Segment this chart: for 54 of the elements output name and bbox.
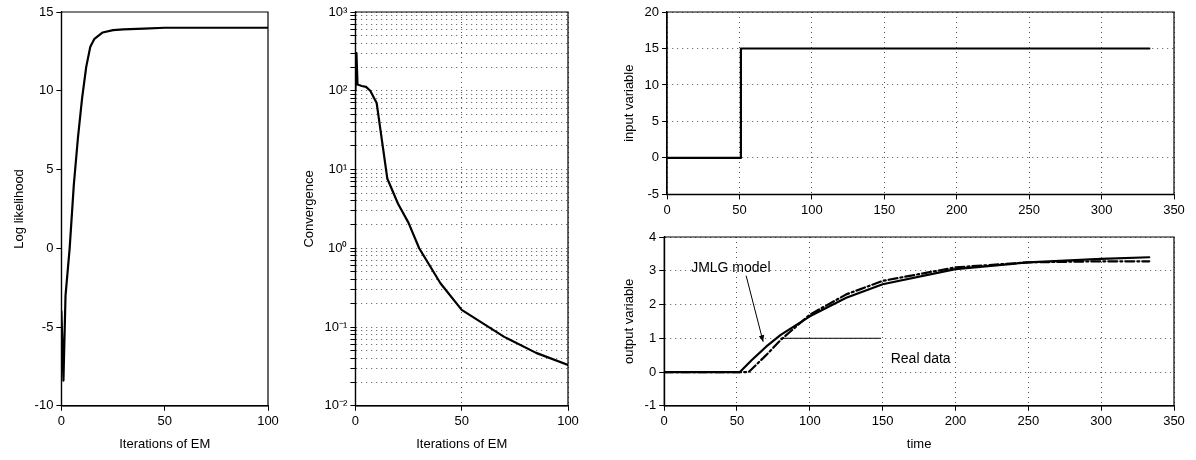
x-tick-label: 250 <box>1017 413 1040 429</box>
x-tick-label: 0 <box>351 413 360 429</box>
x-tick-label: 200 <box>945 201 968 217</box>
x-tick-label: 250 <box>1018 201 1041 217</box>
x-tick-label: 150 <box>873 201 896 217</box>
y-axis-title: Convergence <box>301 170 317 248</box>
annotation: Real data <box>890 350 951 367</box>
x-tick-label: 300 <box>1090 201 1113 217</box>
x-tick-label: 150 <box>871 413 894 429</box>
x-tick-label: 100 <box>557 413 579 429</box>
y-tick-label: 4 <box>648 228 657 244</box>
y-tick-label: 2 <box>648 296 657 312</box>
y-tick-label: 20 <box>644 3 660 19</box>
y-tick-label: 10² <box>328 82 349 98</box>
x-tick-label: 350 <box>1163 413 1185 429</box>
y-tick-label: 10³ <box>328 3 349 19</box>
y-tick-label: 0 <box>46 239 54 255</box>
x-tick-label: 200 <box>944 413 967 429</box>
x-tick-label: 100 <box>801 201 823 217</box>
y-tick-label: 10 <box>644 76 660 92</box>
y-tick-label: 1 <box>648 329 657 345</box>
y-tick-label: 10⁰ <box>327 239 348 255</box>
x-tick-label: 50 <box>732 201 747 217</box>
x-tick-label: 100 <box>798 413 821 429</box>
y-tick-label: 0 <box>648 363 657 379</box>
x-axis-title: time <box>906 435 932 451</box>
y-tick-label: -10 <box>34 397 54 413</box>
y-tick-label: -1 <box>644 397 657 413</box>
y-tick-label: 5 <box>46 161 54 177</box>
y-tick-label: 15 <box>644 40 660 56</box>
x-tick-label: 350 <box>1163 201 1185 217</box>
y-tick-label: 10⁻¹ <box>324 318 349 334</box>
y-axis-title: Log likelihood <box>11 169 27 249</box>
x-tick-label: 0 <box>663 201 671 217</box>
y-tick-label: 10 <box>38 82 54 98</box>
y-tick-label: 3 <box>648 262 657 278</box>
x-axis-title: Iterations of EM <box>416 435 508 451</box>
y-tick-label: 5 <box>651 113 660 129</box>
y-tick-label: -5 <box>647 185 660 201</box>
x-tick-label: 100 <box>257 413 279 429</box>
y-axis-title: output variable <box>621 278 637 365</box>
y-tick-label: 10⁻² <box>324 397 349 413</box>
x-tick-label: 0 <box>57 413 66 429</box>
x-tick-label: 50 <box>454 413 469 429</box>
y-tick-label: 0 <box>651 149 660 165</box>
y-tick-label: 15 <box>38 3 54 19</box>
y-tick-label: -5 <box>41 318 54 334</box>
x-tick-label: 50 <box>729 413 745 429</box>
x-tick-label: 50 <box>157 413 172 429</box>
y-tick-label: 10¹ <box>328 161 349 177</box>
x-tick-label: 300 <box>1090 413 1113 429</box>
annotation: JMLG model <box>691 258 771 275</box>
y-axis-title: input variable <box>621 64 637 142</box>
x-axis-title: Iterations of EM <box>119 435 211 451</box>
